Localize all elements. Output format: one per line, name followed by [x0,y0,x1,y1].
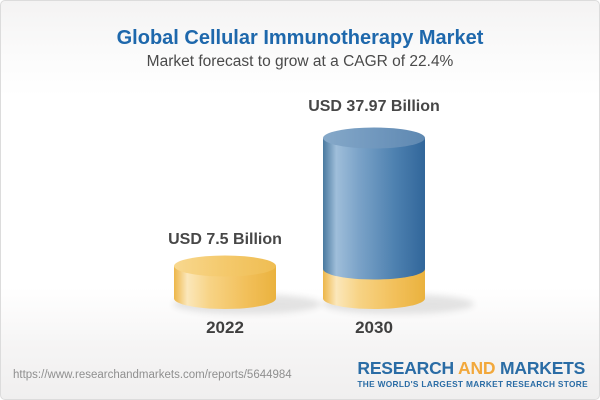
logo-word-markets: MARKETS [500,358,586,378]
chart-subtitle: Market forecast to grow at a CAGR of 22.… [146,53,454,70]
value-label-2022: USD 7.5 Billion [168,231,282,248]
chart-title: Global Cellular Immunotherapy Market [116,27,484,49]
report-url: https://www.researchandmarkets.com/repor… [13,369,292,381]
axis-label-2022: 2022 [206,318,244,337]
research-and-markets-logo: RESEARCH AND MARKETS THE WORLD'S LARGEST… [357,359,588,390]
bar-2030-growth-segment [323,138,425,280]
axis-label-2030: 2030 [355,318,393,337]
bar-2030-cylinder [323,127,425,309]
value-label-2030: USD 37.97 Billion [308,98,440,115]
bar-2022-cylinder [174,255,276,309]
logo-tagline: THE WORLD'S LARGEST MARKET RESEARCH STOR… [357,379,588,390]
logo-wordmark: RESEARCH AND MARKETS [357,359,588,377]
logo-word-research: RESEARCH [357,358,454,378]
logo-word-and: AND [458,358,496,378]
